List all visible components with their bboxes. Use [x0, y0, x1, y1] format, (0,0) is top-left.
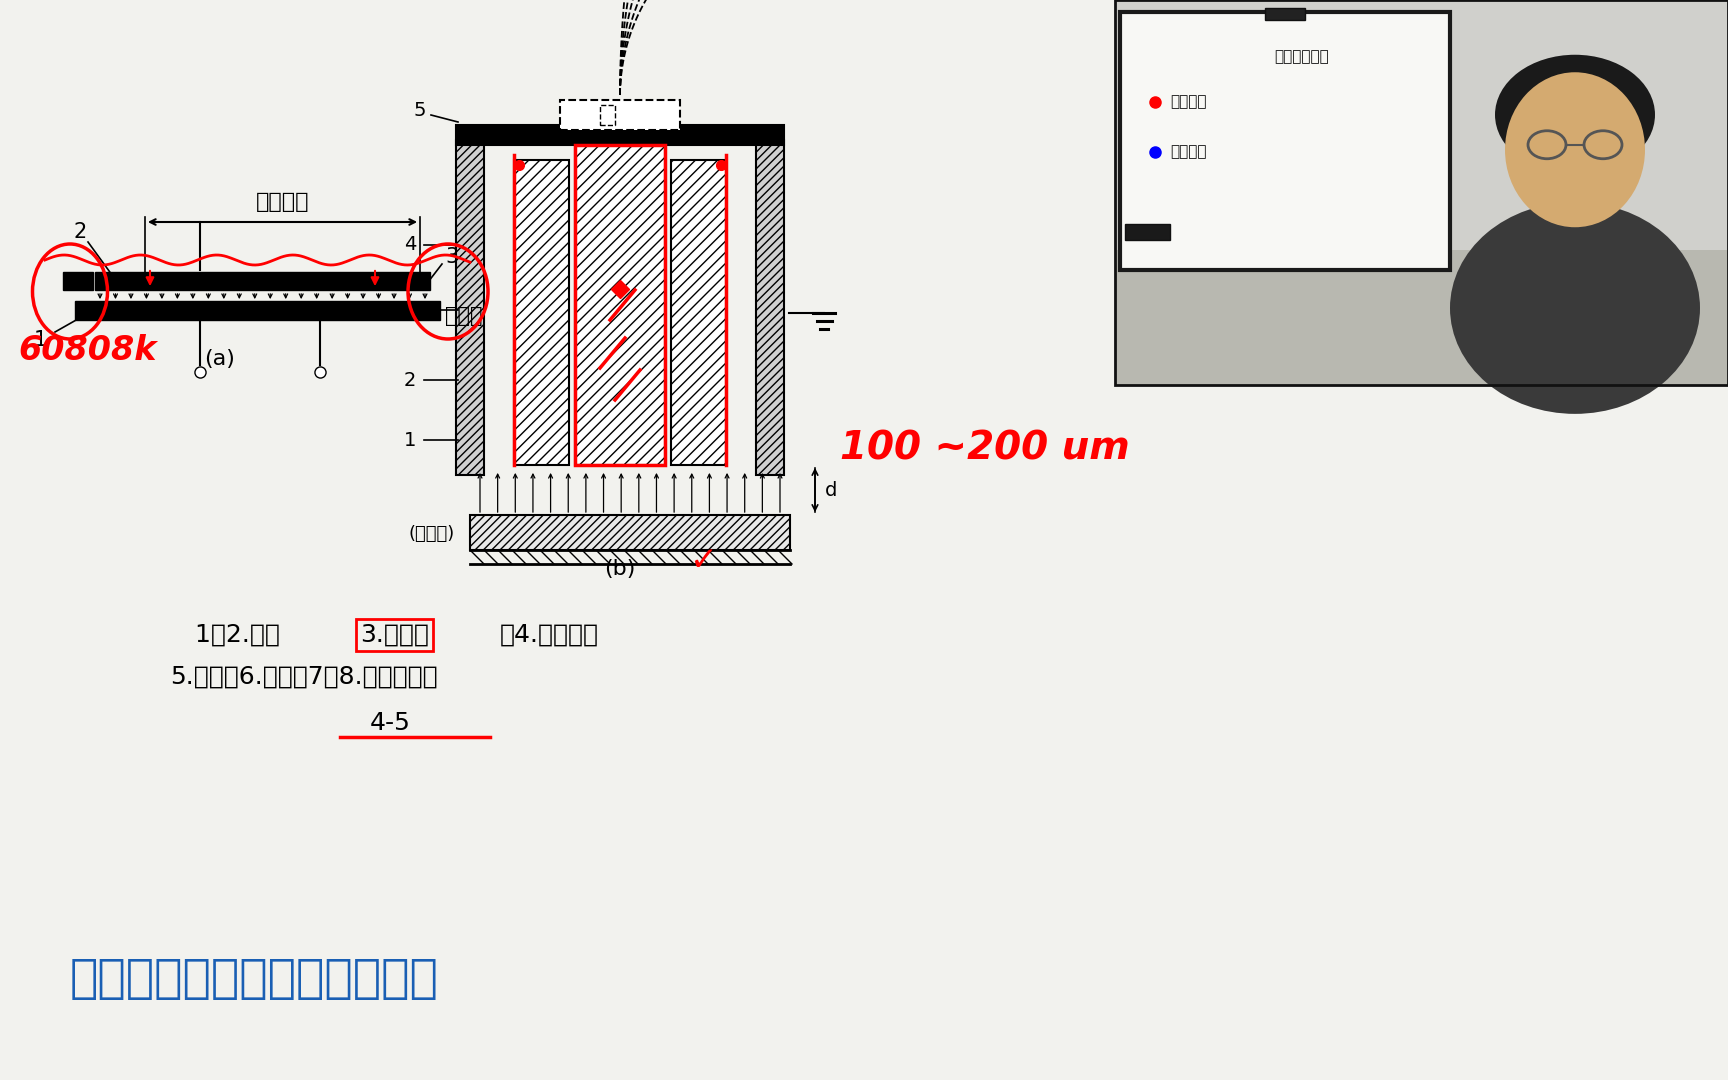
Text: 5: 5 [413, 100, 427, 120]
Text: 3: 3 [446, 247, 458, 267]
Text: 边缘场: 边缘场 [446, 307, 482, 326]
Text: 测量电路: 测量电路 [1170, 144, 1206, 159]
Text: 2: 2 [73, 222, 86, 242]
Bar [757, 140, 785, 475]
Bar [456, 140, 484, 475]
Bar [560, 100, 681, 130]
Text: 1: 1 [33, 330, 47, 350]
Text: (被测物): (被测物) [410, 525, 454, 543]
Text: 1: 1 [404, 431, 416, 449]
Text: 5.套筒；6.芯线；7、8.内外屏蔽层: 5.套筒；6.芯线；7、8.内外屏蔽层 [169, 665, 437, 689]
Ellipse shape [1505, 72, 1645, 227]
Bar [513, 160, 569, 465]
Bar [575, 145, 665, 465]
Bar [1125, 224, 1170, 240]
Text: 4-5: 4-5 [370, 711, 411, 735]
Text: 电容式传感器: 电容式传感器 [1274, 49, 1329, 64]
Bar [1115, 0, 1728, 384]
Bar [74, 301, 441, 320]
Text: 4: 4 [404, 235, 416, 255]
Text: 60808k: 60808k [17, 334, 157, 367]
Ellipse shape [1450, 202, 1700, 414]
Bar [1115, 0, 1728, 384]
Text: 3: 3 [404, 300, 416, 320]
Bar [456, 125, 785, 145]
Bar [62, 272, 93, 291]
Text: ；4.绝缘层；: ；4.绝缘层； [499, 623, 600, 647]
Bar [470, 515, 790, 550]
Text: (b): (b) [605, 559, 636, 579]
Text: 100 ~200 um: 100 ~200 um [840, 430, 1130, 468]
Ellipse shape [1495, 55, 1655, 175]
Bar [1115, 0, 1728, 251]
Text: ✓: ✓ [689, 544, 719, 577]
Text: 1、2.电极: 1、2.电极 [195, 623, 295, 647]
Bar [95, 272, 430, 291]
Bar [1120, 12, 1450, 270]
Text: 带有等位环的平板电容传感器: 带有等位环的平板电容传感器 [71, 958, 439, 1002]
Text: d: d [824, 481, 838, 499]
Bar [1265, 8, 1305, 19]
Text: 2: 2 [404, 370, 416, 390]
Text: 3.等位环: 3.等位环 [359, 623, 429, 647]
Bar [600, 105, 615, 125]
Text: (a): (a) [204, 349, 235, 369]
Text: 设计要点: 设计要点 [1170, 94, 1206, 109]
Text: 均匀电场: 均匀电场 [256, 192, 309, 212]
Bar [670, 160, 726, 465]
Bar [575, 145, 665, 465]
